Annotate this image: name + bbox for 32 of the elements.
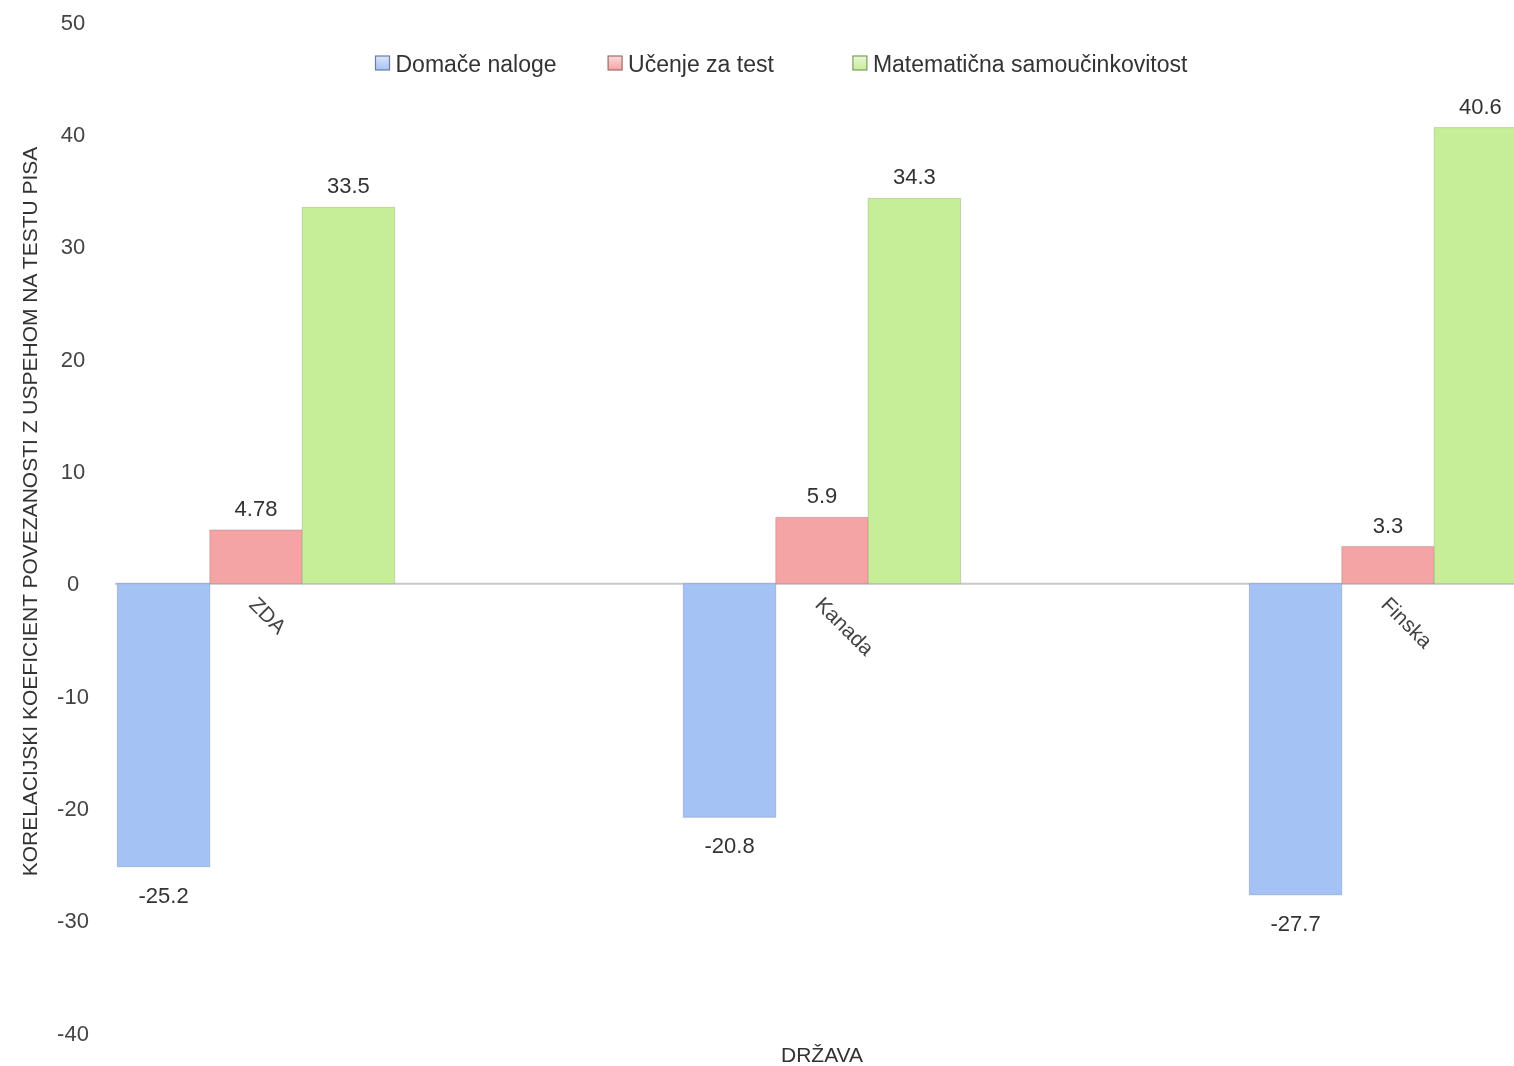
data-label: -27.7 bbox=[1270, 910, 1321, 936]
y-tick-label: -10 bbox=[57, 683, 89, 709]
y-tick-label: 30 bbox=[60, 234, 86, 260]
bar bbox=[775, 516, 869, 585]
y-tick-label: 10 bbox=[60, 459, 86, 485]
bar bbox=[116, 583, 211, 868]
y-tick-label: 0 bbox=[66, 571, 80, 597]
data-label: 33.5 bbox=[327, 173, 370, 199]
bar bbox=[209, 529, 303, 585]
data-label: -20.8 bbox=[704, 833, 755, 859]
bar bbox=[1248, 583, 1343, 896]
y-tick-label: -30 bbox=[57, 908, 89, 934]
data-label: 34.3 bbox=[893, 164, 936, 190]
y-tick-label: 40 bbox=[60, 122, 86, 148]
data-label: 4.78 bbox=[234, 495, 278, 521]
data-label: -25.2 bbox=[138, 882, 189, 908]
data-label: 5.9 bbox=[806, 483, 838, 509]
y-tick-label: 50 bbox=[60, 9, 86, 35]
x-axis-title: DRŽAVA bbox=[780, 1043, 864, 1066]
y-tick-label: -40 bbox=[57, 1020, 89, 1046]
bar bbox=[682, 583, 777, 818]
y-tick-label: -20 bbox=[57, 796, 89, 822]
bar bbox=[301, 206, 396, 585]
legend-label: Domače naloge bbox=[395, 51, 557, 78]
bar bbox=[1341, 546, 1435, 585]
y-axis-title: KORELACIJSKI KOEFICIENT POVEZANOSTI Z USPEHOM NA TESTU PISA bbox=[18, 146, 41, 877]
bar bbox=[867, 197, 962, 585]
legend-label: Matematična samoučinkovitost bbox=[872, 51, 1188, 78]
legend-label: Učenje za test bbox=[628, 51, 775, 78]
y-tick-label: 20 bbox=[60, 346, 86, 372]
data-label: 3.3 bbox=[1372, 512, 1404, 538]
data-label: 40.6 bbox=[1459, 93, 1502, 119]
